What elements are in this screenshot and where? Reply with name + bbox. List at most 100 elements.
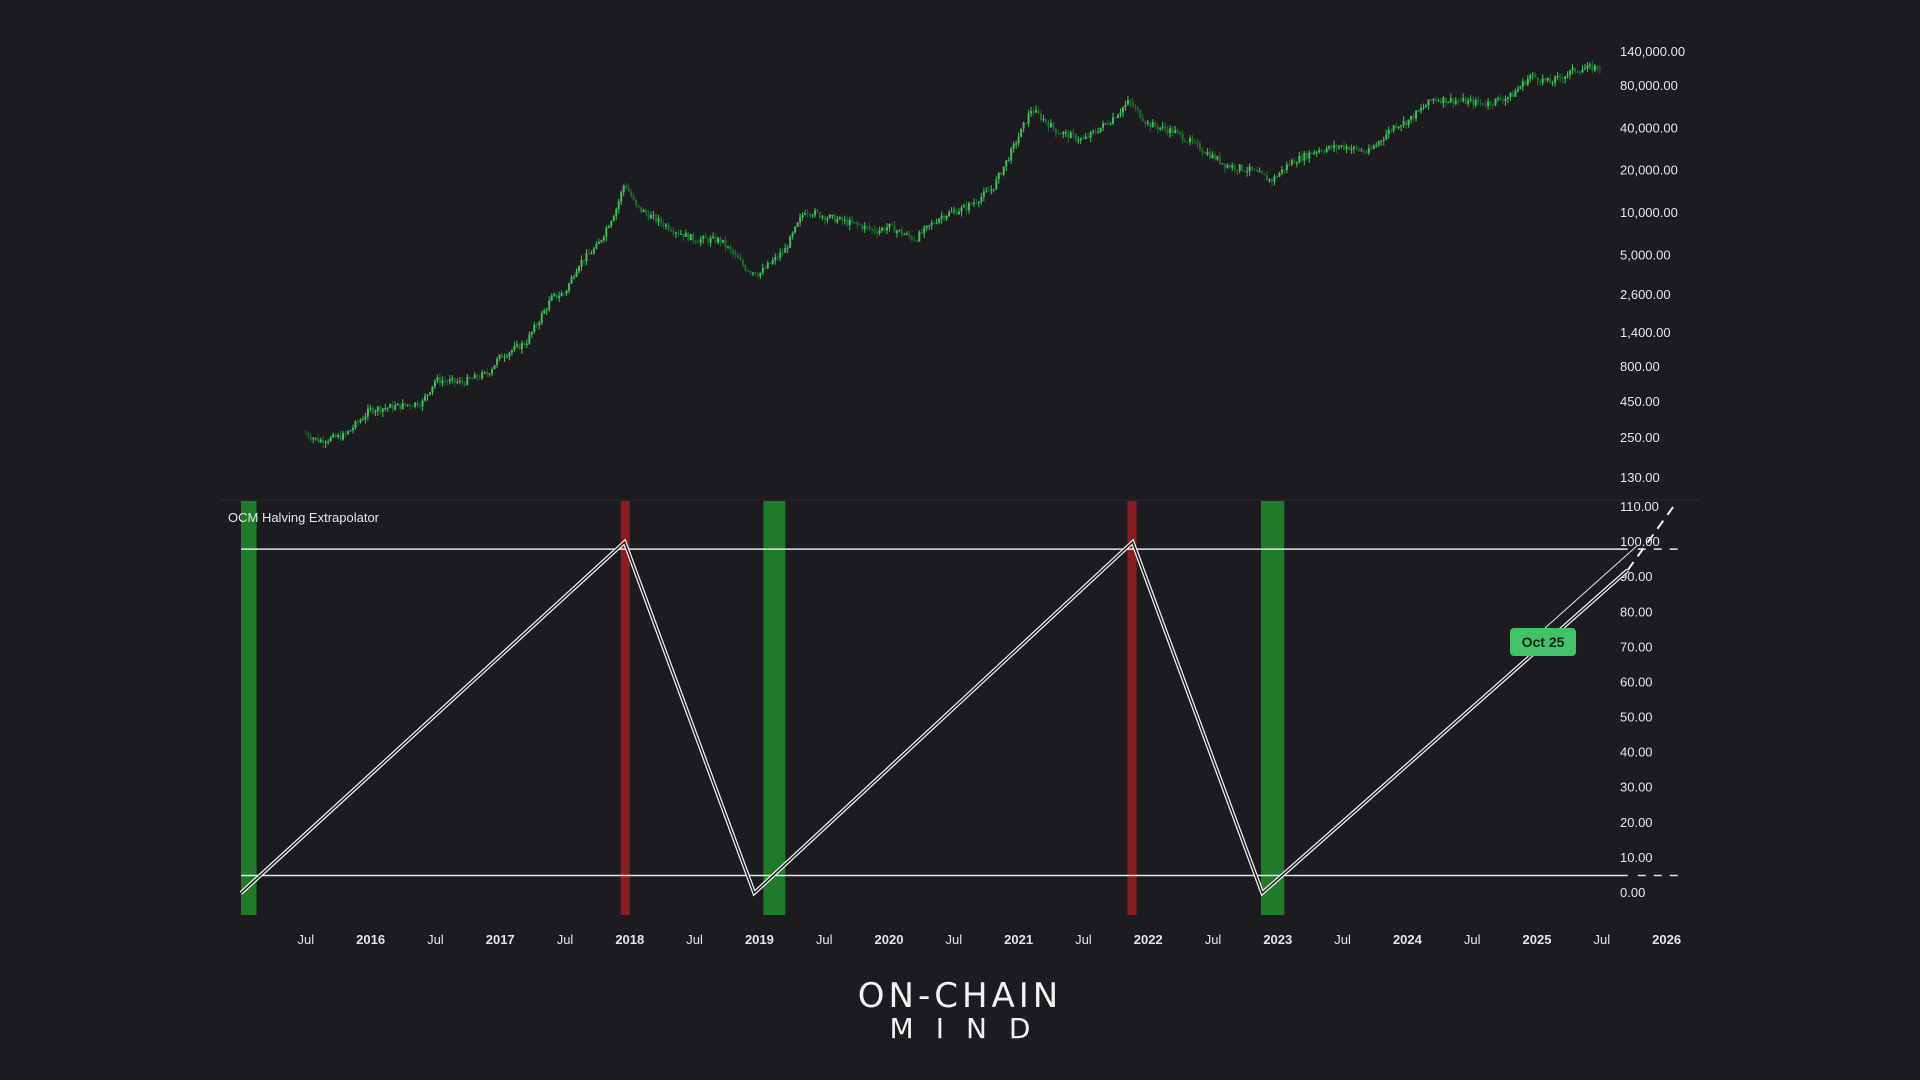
price-candle-59: [451, 378, 454, 380]
price-candle-64: [463, 382, 466, 385]
price-candle-493: [1529, 75, 1532, 79]
price-candle-207: [818, 212, 821, 218]
price-candle-22: [359, 420, 362, 423]
price-candle-26: [369, 407, 372, 409]
price-candle-469: [1469, 99, 1472, 101]
price-candle-73: [486, 372, 489, 375]
price-candle-295: [1037, 109, 1040, 114]
price-candle-371: [1226, 165, 1229, 168]
price-candle-110: [578, 266, 581, 272]
price-candle-432: [1377, 141, 1380, 145]
price-candle-195: [789, 236, 792, 248]
price-candle-29: [376, 406, 379, 412]
price-candle-388: [1268, 179, 1271, 181]
price-candle-438: [1392, 125, 1395, 131]
price-candle-362: [1203, 152, 1206, 155]
price-candle-60: [453, 378, 456, 383]
price-candle-114: [587, 253, 590, 255]
price-candle-56: [443, 380, 446, 382]
price-candle-202: [806, 213, 809, 215]
price-candle-318: [1094, 131, 1097, 133]
price-candle-339: [1146, 122, 1149, 124]
price-candle-140: [652, 214, 655, 216]
price-candle-262: [955, 210, 958, 215]
price-candle-363: [1206, 152, 1209, 155]
price-candle-79: [501, 354, 504, 358]
price-candle-96: [543, 310, 546, 314]
price-candle-34: [389, 404, 392, 408]
price-candle-14: [339, 434, 342, 440]
price-candle-146: [667, 224, 670, 230]
price-candle-237: [893, 224, 896, 233]
price-candle-142: [657, 218, 660, 222]
price-candle-122: [607, 226, 610, 229]
price-candle-458: [1442, 97, 1445, 104]
price-candle-376: [1238, 164, 1241, 171]
price-candle-53: [436, 377, 439, 382]
price-candle-487: [1514, 91, 1517, 97]
price-candle-41: [406, 404, 409, 406]
price-candle-329: [1121, 107, 1124, 113]
price-candle-511: [1574, 68, 1577, 72]
price-candle-175: [739, 258, 742, 261]
x-tick-0: Jul: [297, 932, 314, 947]
price-candle-328: [1119, 112, 1122, 115]
price-candle-143: [659, 218, 662, 224]
price-candle-476: [1487, 101, 1490, 106]
price-candle-74: [488, 373, 491, 375]
price-candle-452: [1427, 99, 1430, 106]
price-candle-281: [1002, 166, 1005, 175]
price-candle-208: [821, 216, 824, 218]
price-candle-48: [424, 396, 427, 401]
price-candle-284: [1010, 148, 1013, 161]
price-candle-491: [1524, 81, 1527, 85]
price-candle-196: [791, 232, 794, 237]
x-tick-7: 2019: [745, 932, 774, 947]
price-candle-361: [1201, 150, 1204, 153]
price-candle-157: [694, 240, 697, 243]
price-candle-204: [811, 215, 814, 217]
price-candle-58: [448, 379, 451, 382]
price-candle-186: [766, 262, 769, 269]
price-candle-429: [1370, 148, 1373, 150]
bottom-zone-band-1: [763, 501, 786, 915]
price-candle-461: [1449, 98, 1452, 102]
price-candle-348: [1169, 128, 1172, 134]
price-candle-226: [866, 225, 869, 227]
price-candle-148: [672, 231, 675, 234]
price-candle-133: [635, 199, 638, 206]
price-candle-444: [1407, 119, 1410, 126]
price-candle-111: [580, 259, 583, 267]
price-candle-78: [498, 354, 501, 360]
price-candle-187: [769, 262, 772, 264]
price-candle-408: [1318, 150, 1321, 152]
price-candle-355: [1186, 142, 1189, 144]
price-candle-97: [545, 309, 548, 311]
price-candle-222: [856, 222, 859, 225]
indicator-y-tick-9: 20.00: [1620, 815, 1653, 830]
price-candle-18: [349, 430, 352, 432]
price-candle-104: [563, 293, 566, 295]
price-candle-132: [632, 196, 635, 200]
price-candle-391: [1275, 176, 1278, 178]
price-candle-389: [1270, 179, 1273, 182]
price-candle-40: [404, 403, 407, 406]
price-candle-382: [1253, 169, 1256, 171]
price-candle-180: [751, 272, 754, 274]
price-candle-121: [605, 228, 608, 237]
price-candle-182: [756, 274, 759, 277]
price-candle-89: [525, 343, 528, 346]
price-candle-315: [1087, 136, 1090, 138]
price-candle-450: [1422, 107, 1425, 109]
price-candle-287: [1017, 136, 1020, 144]
price-y-tick-0: 140,000.00: [1620, 44, 1685, 59]
price-candle-93: [535, 324, 538, 326]
indicator-y-tick-6: 50.00: [1620, 710, 1653, 725]
price-candle-76: [493, 365, 496, 370]
price-candle-521: [1598, 68, 1601, 70]
price-candle-398: [1293, 160, 1296, 164]
price-candle-306: [1064, 132, 1067, 134]
price-candle-27: [371, 407, 374, 413]
price-candle-23: [361, 419, 364, 421]
price-candle-236: [890, 223, 893, 225]
